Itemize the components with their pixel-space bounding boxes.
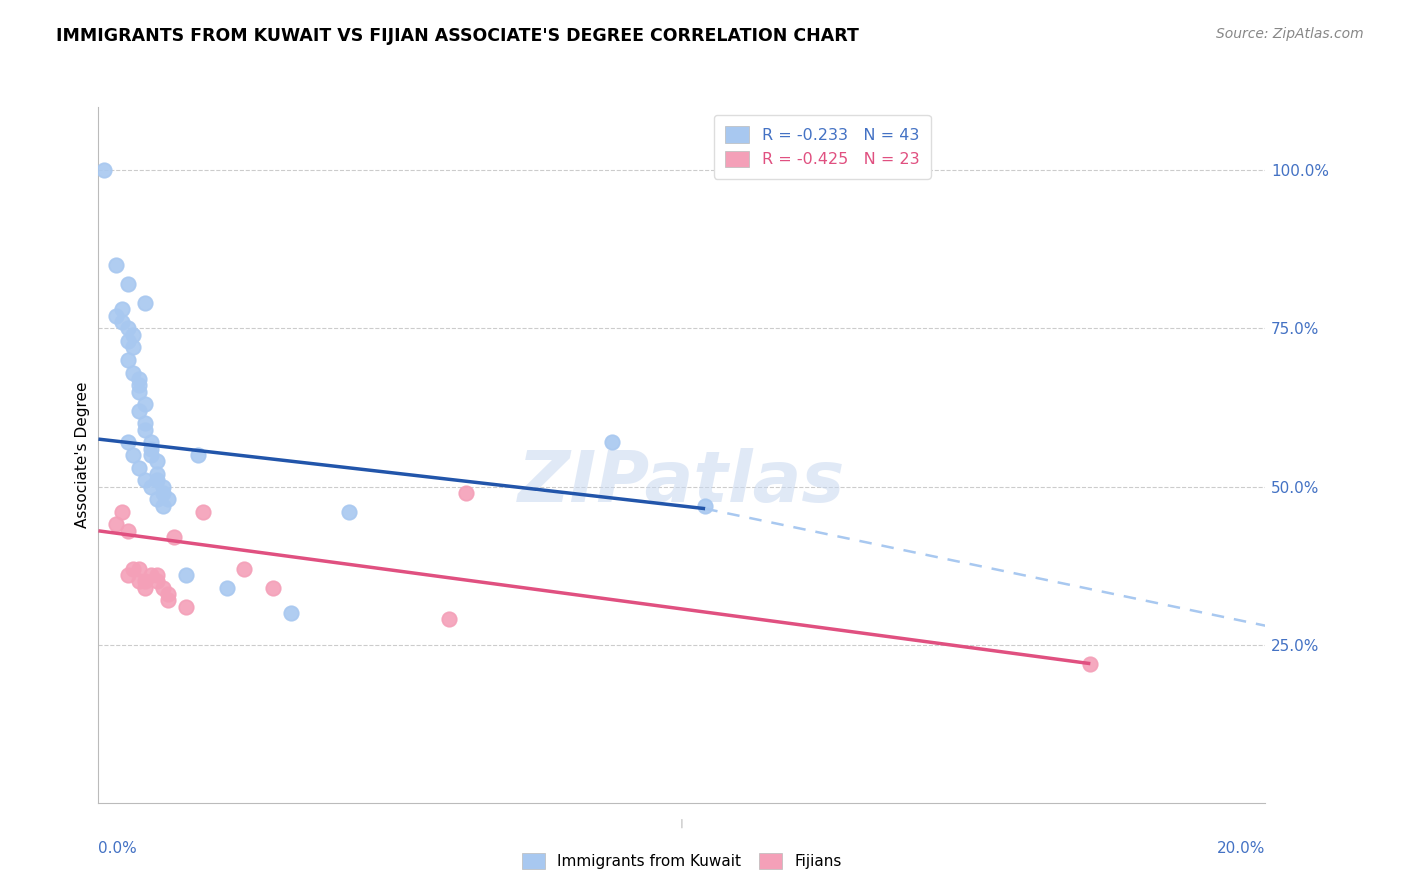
Point — [104, 258, 127, 272]
Point — [134, 296, 156, 310]
Point — [152, 581, 174, 595]
Point — [117, 334, 139, 348]
Point — [146, 473, 169, 487]
Point — [215, 581, 238, 595]
Point — [134, 423, 156, 437]
Point — [122, 327, 145, 342]
Point — [174, 599, 197, 614]
Point — [122, 562, 145, 576]
Point — [117, 435, 139, 450]
Text: IMMIGRANTS FROM KUWAIT VS FIJIAN ASSOCIATE'S DEGREE CORRELATION CHART: IMMIGRANTS FROM KUWAIT VS FIJIAN ASSOCIA… — [56, 27, 859, 45]
Point — [111, 315, 134, 329]
Point — [280, 606, 302, 620]
Point — [337, 505, 360, 519]
Point — [104, 517, 127, 532]
Point — [157, 587, 180, 601]
Point — [152, 499, 174, 513]
Text: Source: ZipAtlas.com: Source: ZipAtlas.com — [1216, 27, 1364, 41]
Text: ZIPatlas: ZIPatlas — [519, 449, 845, 517]
Point — [128, 372, 150, 386]
Point — [122, 366, 145, 380]
Point — [104, 309, 127, 323]
Point — [146, 574, 169, 589]
Point — [233, 562, 256, 576]
Point — [139, 568, 162, 582]
Point — [262, 581, 284, 595]
Y-axis label: Associate's Degree: Associate's Degree — [75, 382, 90, 528]
Point — [117, 277, 139, 292]
Point — [128, 403, 150, 417]
Point — [117, 568, 139, 582]
Point — [157, 492, 180, 507]
Point — [187, 448, 209, 462]
Legend: Immigrants from Kuwait, Fijians: Immigrants from Kuwait, Fijians — [516, 847, 848, 875]
Point — [128, 574, 150, 589]
Point — [146, 454, 169, 468]
Point — [695, 499, 717, 513]
Point — [111, 505, 134, 519]
Point — [128, 460, 150, 475]
Point — [437, 612, 460, 626]
Point — [600, 435, 623, 450]
Point — [122, 340, 145, 354]
Point — [128, 562, 150, 576]
Point — [157, 593, 180, 607]
Point — [152, 479, 174, 493]
Point — [134, 397, 156, 411]
Point — [134, 417, 156, 431]
Point — [139, 435, 162, 450]
Point — [146, 492, 169, 507]
Point — [122, 448, 145, 462]
Point — [117, 353, 139, 368]
Point — [193, 505, 215, 519]
Point — [146, 568, 169, 582]
Point — [1080, 657, 1102, 671]
Point — [134, 574, 156, 589]
Point — [454, 486, 477, 500]
Point — [134, 581, 156, 595]
Point — [117, 321, 139, 335]
Point — [139, 442, 162, 456]
Point — [152, 486, 174, 500]
Point — [139, 479, 162, 493]
Point — [128, 378, 150, 392]
Point — [117, 524, 139, 538]
Point — [134, 473, 156, 487]
Text: 0.0%: 0.0% — [98, 841, 138, 856]
Point — [111, 302, 134, 317]
Point — [128, 384, 150, 399]
Point — [163, 530, 186, 544]
Point — [139, 448, 162, 462]
Point — [174, 568, 197, 582]
Point — [146, 467, 169, 481]
Text: 20.0%: 20.0% — [1218, 841, 1265, 856]
Point — [93, 163, 115, 178]
